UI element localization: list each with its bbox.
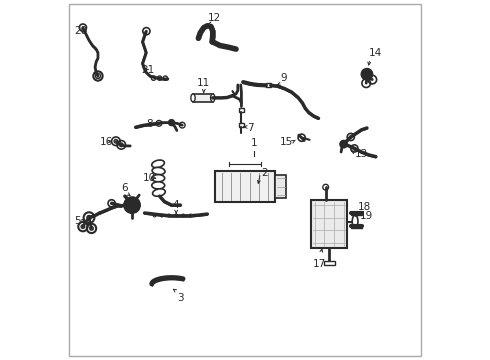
Text: 16: 16 bbox=[100, 138, 113, 147]
Text: 10: 10 bbox=[143, 173, 156, 183]
Circle shape bbox=[362, 69, 372, 80]
Circle shape bbox=[340, 140, 347, 148]
Bar bbox=[324, 261, 335, 265]
Bar bbox=[311, 200, 347, 248]
Text: 3: 3 bbox=[177, 293, 183, 303]
Ellipse shape bbox=[152, 175, 165, 182]
Text: 8: 8 bbox=[147, 119, 153, 129]
Text: 4: 4 bbox=[173, 201, 179, 211]
Bar bbox=[239, 123, 244, 127]
Text: 5: 5 bbox=[74, 216, 81, 226]
Bar bbox=[215, 171, 275, 202]
Text: 13: 13 bbox=[354, 149, 368, 159]
Text: 18: 18 bbox=[358, 202, 371, 212]
Ellipse shape bbox=[152, 189, 165, 196]
Text: 1: 1 bbox=[251, 138, 257, 148]
Text: 19: 19 bbox=[360, 211, 373, 221]
Bar bbox=[193, 94, 213, 102]
Ellipse shape bbox=[152, 167, 165, 175]
Text: 21: 21 bbox=[141, 64, 154, 75]
Ellipse shape bbox=[211, 94, 215, 102]
Ellipse shape bbox=[152, 160, 164, 168]
Text: 9: 9 bbox=[281, 73, 288, 83]
Text: 2: 2 bbox=[261, 168, 268, 178]
Bar bbox=[239, 108, 245, 112]
Circle shape bbox=[169, 120, 174, 126]
Text: 15: 15 bbox=[280, 138, 294, 147]
Ellipse shape bbox=[152, 182, 165, 189]
Text: 20: 20 bbox=[74, 26, 88, 36]
Text: 12: 12 bbox=[207, 13, 220, 23]
Text: 7: 7 bbox=[247, 123, 253, 133]
Text: 11: 11 bbox=[197, 78, 210, 88]
Bar bbox=[275, 175, 286, 198]
Text: 17: 17 bbox=[313, 259, 326, 269]
Ellipse shape bbox=[191, 94, 195, 102]
Text: 6: 6 bbox=[122, 183, 128, 193]
Ellipse shape bbox=[352, 215, 358, 228]
Circle shape bbox=[124, 197, 140, 213]
Bar bbox=[266, 83, 271, 87]
Text: 14: 14 bbox=[368, 48, 382, 58]
